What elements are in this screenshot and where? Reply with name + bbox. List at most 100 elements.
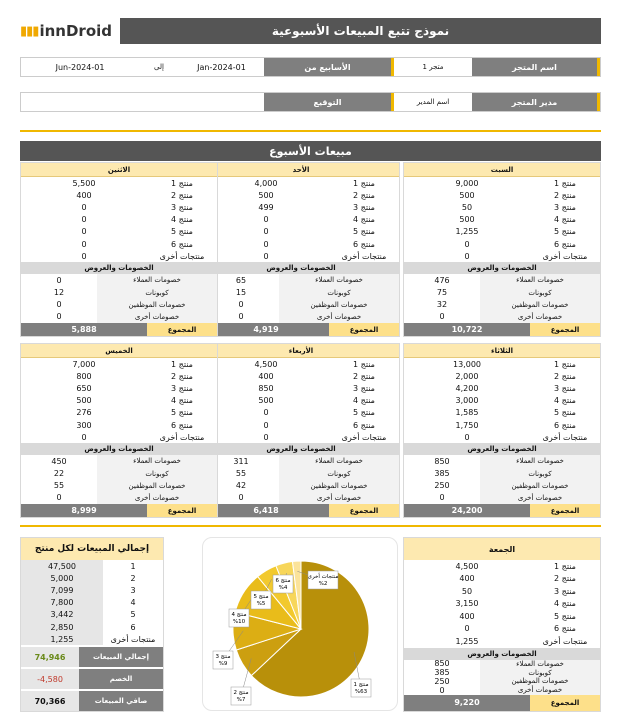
discount-value[interactable]: 65 bbox=[235, 275, 247, 285]
discount-value[interactable]: 0 bbox=[238, 493, 244, 503]
product-value[interactable]: 50 bbox=[461, 202, 473, 212]
product-value[interactable]: 2,000 bbox=[455, 371, 479, 381]
discount-value[interactable]: 12 bbox=[53, 288, 65, 298]
discount-value[interactable]: 0 bbox=[56, 300, 62, 310]
discount-value[interactable]: 476 bbox=[434, 275, 450, 285]
discount-value[interactable]: 0 bbox=[439, 685, 445, 695]
product-row: منتج 3 0 bbox=[21, 201, 217, 213]
discount-value[interactable]: 55 bbox=[235, 469, 247, 479]
discount-value[interactable]: 0 bbox=[56, 312, 62, 322]
discount-value[interactable]: 42 bbox=[235, 481, 247, 491]
signature-field[interactable] bbox=[21, 93, 264, 111]
product-value[interactable]: 5,500 bbox=[72, 178, 96, 188]
product-value[interactable]: 0 bbox=[81, 215, 87, 225]
product-value[interactable]: 4,000 bbox=[254, 178, 278, 188]
discount-value[interactable]: 250 bbox=[434, 677, 450, 686]
manager-field[interactable]: اسم المدير bbox=[394, 93, 472, 111]
product-value[interactable]: 500 bbox=[258, 190, 274, 200]
discount-value[interactable]: 0 bbox=[439, 312, 445, 322]
product-value[interactable]: 300 bbox=[76, 420, 92, 430]
discount-value[interactable]: 0 bbox=[238, 312, 244, 322]
product-value[interactable]: 400 bbox=[459, 611, 475, 621]
product-value[interactable]: 0 bbox=[263, 408, 269, 418]
product-value[interactable]: 0 bbox=[263, 215, 269, 225]
day-title: الثلاثاء bbox=[404, 344, 600, 358]
product-value[interactable]: 0 bbox=[263, 251, 269, 261]
from-date-field[interactable]: 01-Jan-2024 bbox=[179, 58, 264, 76]
product-label: منتج 2 bbox=[353, 190, 375, 200]
product-label: منتجات أخرى bbox=[542, 636, 588, 646]
discount-value[interactable]: 850 bbox=[434, 659, 450, 669]
discount-value[interactable]: 15 bbox=[235, 288, 247, 298]
product-value[interactable]: 7,000 bbox=[72, 359, 96, 369]
discount-label: خصومات أخرى bbox=[97, 491, 217, 505]
product-value[interactable]: 0 bbox=[464, 624, 470, 634]
product-summary-title: إجمالي المبيعات لكل منتج bbox=[21, 538, 163, 560]
product-value[interactable]: 276 bbox=[76, 408, 92, 418]
product-value[interactable]: 1,750 bbox=[455, 420, 479, 430]
product-value[interactable]: 400 bbox=[459, 574, 475, 584]
product-value[interactable]: 0 bbox=[464, 432, 470, 442]
product-value[interactable]: 500 bbox=[459, 215, 475, 225]
product-value[interactable]: 4,500 bbox=[254, 359, 278, 369]
product-value[interactable]: 0 bbox=[81, 227, 87, 237]
pie-label: منتجات أخرى%2 bbox=[308, 570, 338, 590]
product-value[interactable]: 400 bbox=[258, 371, 274, 381]
product-value[interactable]: 13,000 bbox=[453, 359, 481, 369]
product-value[interactable]: 850 bbox=[258, 383, 274, 393]
product-value[interactable]: 500 bbox=[459, 190, 475, 200]
store-name-field[interactable]: متجر 1 bbox=[394, 58, 472, 76]
product-value[interactable]: 650 bbox=[76, 383, 92, 393]
product-value[interactable]: 400 bbox=[76, 190, 92, 200]
product-value[interactable]: 800 bbox=[76, 371, 92, 381]
discount-row: خصومات العملاء 0 bbox=[21, 274, 217, 287]
to-date-field[interactable]: 01-Jun-2024 bbox=[21, 58, 139, 76]
product-value[interactable]: 0 bbox=[464, 251, 470, 261]
product-summary-row: 3 7,099 bbox=[21, 584, 163, 597]
product-value[interactable]: 4,200 bbox=[455, 383, 479, 393]
discount-value[interactable]: 450 bbox=[51, 456, 67, 466]
product-value[interactable]: 0 bbox=[263, 227, 269, 237]
discount-value[interactable]: 32 bbox=[436, 300, 448, 310]
discount-value[interactable]: 0 bbox=[56, 493, 62, 503]
product-row: منتجات أخرى 0 bbox=[21, 250, 217, 262]
product-value[interactable]: 0 bbox=[81, 251, 87, 261]
product-value[interactable]: 499 bbox=[258, 202, 274, 212]
product-value[interactable]: 500 bbox=[76, 396, 92, 406]
discount-value[interactable]: 385 bbox=[434, 668, 450, 678]
product-value[interactable]: 3,150 bbox=[455, 599, 479, 609]
discount-value[interactable]: 0 bbox=[439, 493, 445, 503]
product-value[interactable]: 0 bbox=[81, 202, 87, 212]
discount-row: خصومات أخرى 0 bbox=[21, 491, 217, 505]
product-summary-label: 5 bbox=[130, 610, 136, 620]
discount-value[interactable]: 55 bbox=[53, 481, 65, 491]
product-value[interactable]: 0 bbox=[81, 239, 87, 249]
product-row: منتج 1 13,000 bbox=[404, 358, 600, 370]
product-value[interactable]: 500 bbox=[258, 396, 274, 406]
discount-value[interactable]: 22 bbox=[53, 469, 65, 479]
discount-value[interactable]: 75 bbox=[436, 288, 448, 298]
product-value[interactable]: 0 bbox=[263, 420, 269, 430]
product-value[interactable]: 0 bbox=[81, 432, 87, 442]
discount-value[interactable]: 385 bbox=[434, 469, 450, 479]
product-summary-row: منتجات أخرى 1,255 bbox=[21, 633, 163, 646]
product-value[interactable]: 4,500 bbox=[455, 561, 479, 571]
pie-label: منتج 2%7 bbox=[230, 686, 252, 706]
discount-value[interactable]: 850 bbox=[434, 456, 450, 466]
discount-value[interactable]: 0 bbox=[56, 275, 62, 285]
product-value[interactable]: 1,255 bbox=[455, 636, 479, 646]
product-value[interactable]: 9,000 bbox=[455, 178, 479, 188]
product-value[interactable]: 50 bbox=[461, 586, 473, 596]
discount-value[interactable]: 311 bbox=[233, 456, 249, 466]
product-label: منتج 5 bbox=[554, 611, 576, 621]
discount-value[interactable]: 250 bbox=[434, 481, 450, 491]
product-value[interactable]: 1,585 bbox=[455, 408, 479, 418]
product-value[interactable]: 0 bbox=[263, 239, 269, 249]
product-value[interactable]: 3,000 bbox=[455, 396, 479, 406]
product-value[interactable]: 0 bbox=[263, 432, 269, 442]
discount-value[interactable]: 0 bbox=[238, 300, 244, 310]
product-summary-value: 5,000 bbox=[21, 572, 103, 585]
product-value[interactable]: 0 bbox=[464, 239, 470, 249]
net-label: صافي المبيعات bbox=[79, 691, 163, 712]
product-value[interactable]: 1,255 bbox=[455, 227, 479, 237]
